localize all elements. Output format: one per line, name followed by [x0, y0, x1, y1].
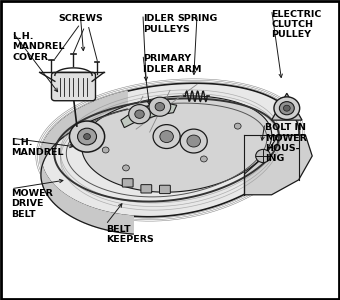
Polygon shape [47, 177, 49, 197]
Polygon shape [42, 143, 44, 164]
Text: L.H.
MANDREL: L.H. MANDREL [11, 138, 63, 158]
Circle shape [274, 97, 300, 119]
Circle shape [153, 124, 180, 148]
FancyBboxPatch shape [159, 185, 170, 194]
Polygon shape [42, 166, 43, 187]
Text: IDLER
PULLEYS: IDLER PULLEYS [143, 14, 190, 34]
Polygon shape [114, 214, 119, 232]
Polygon shape [41, 163, 42, 184]
Text: SPRING: SPRING [177, 14, 217, 23]
Polygon shape [82, 105, 87, 125]
Circle shape [129, 105, 150, 124]
Polygon shape [272, 93, 302, 120]
Polygon shape [64, 194, 67, 214]
Text: BELT
KEEPERS: BELT KEEPERS [106, 225, 153, 244]
Circle shape [201, 156, 207, 162]
Polygon shape [105, 212, 110, 231]
Text: L.H.
MANDREL
COVER: L.H. MANDREL COVER [13, 32, 65, 62]
Text: MOWER
DRIVE
BELT: MOWER DRIVE BELT [11, 189, 53, 219]
Polygon shape [49, 179, 51, 200]
Text: ELECTRIC
CLUTCH
PULLEY: ELECTRIC CLUTCH PULLEY [272, 10, 322, 40]
Polygon shape [77, 202, 81, 221]
FancyBboxPatch shape [51, 72, 96, 101]
Polygon shape [73, 200, 77, 220]
Polygon shape [57, 122, 60, 142]
Circle shape [234, 123, 241, 129]
Polygon shape [46, 174, 47, 195]
FancyBboxPatch shape [122, 179, 133, 187]
Text: BOLT IN
MOWER
HOUS-
ING: BOLT IN MOWER HOUS- ING [265, 123, 307, 163]
Polygon shape [81, 203, 84, 223]
Polygon shape [70, 112, 74, 132]
Polygon shape [46, 135, 48, 156]
Polygon shape [101, 98, 106, 117]
Circle shape [160, 130, 173, 142]
Polygon shape [48, 132, 50, 153]
Text: PRIMARY
IDLER ARM: PRIMARY IDLER ARM [143, 54, 201, 74]
FancyBboxPatch shape [141, 184, 152, 193]
Polygon shape [55, 124, 57, 145]
Circle shape [102, 147, 109, 153]
Polygon shape [63, 117, 67, 137]
Circle shape [180, 129, 207, 153]
Polygon shape [92, 208, 97, 227]
Polygon shape [67, 196, 70, 216]
Polygon shape [96, 99, 101, 119]
Polygon shape [97, 209, 101, 229]
Polygon shape [67, 114, 70, 135]
Polygon shape [110, 213, 114, 232]
Polygon shape [119, 214, 124, 233]
Circle shape [155, 103, 165, 111]
Polygon shape [82, 96, 272, 192]
Polygon shape [116, 93, 122, 112]
Polygon shape [78, 107, 82, 128]
Polygon shape [50, 130, 52, 150]
Polygon shape [91, 101, 96, 121]
Polygon shape [74, 110, 78, 130]
Polygon shape [244, 135, 312, 195]
Polygon shape [43, 169, 44, 190]
Circle shape [256, 149, 271, 163]
Polygon shape [122, 91, 127, 110]
Polygon shape [53, 184, 55, 205]
Text: SCREWS: SCREWS [58, 14, 103, 23]
Circle shape [149, 97, 171, 116]
Polygon shape [101, 211, 105, 230]
Circle shape [84, 134, 90, 140]
Polygon shape [58, 189, 61, 209]
Polygon shape [129, 216, 133, 234]
Circle shape [284, 105, 290, 111]
Polygon shape [87, 103, 91, 123]
Polygon shape [45, 138, 46, 159]
Circle shape [69, 121, 105, 152]
Polygon shape [44, 141, 45, 161]
Circle shape [135, 110, 144, 118]
Circle shape [78, 128, 97, 145]
Polygon shape [111, 94, 116, 114]
Polygon shape [124, 215, 129, 234]
Polygon shape [41, 83, 299, 217]
Polygon shape [88, 207, 92, 226]
Polygon shape [41, 149, 42, 170]
Polygon shape [70, 198, 73, 218]
Circle shape [187, 135, 201, 147]
Polygon shape [55, 187, 58, 207]
Polygon shape [61, 191, 64, 212]
Polygon shape [52, 127, 55, 148]
Polygon shape [106, 96, 111, 115]
Polygon shape [121, 102, 177, 128]
Polygon shape [60, 119, 63, 140]
Polygon shape [51, 182, 53, 202]
Circle shape [123, 165, 129, 171]
Polygon shape [84, 205, 88, 224]
Circle shape [279, 102, 294, 115]
Polygon shape [44, 172, 46, 192]
